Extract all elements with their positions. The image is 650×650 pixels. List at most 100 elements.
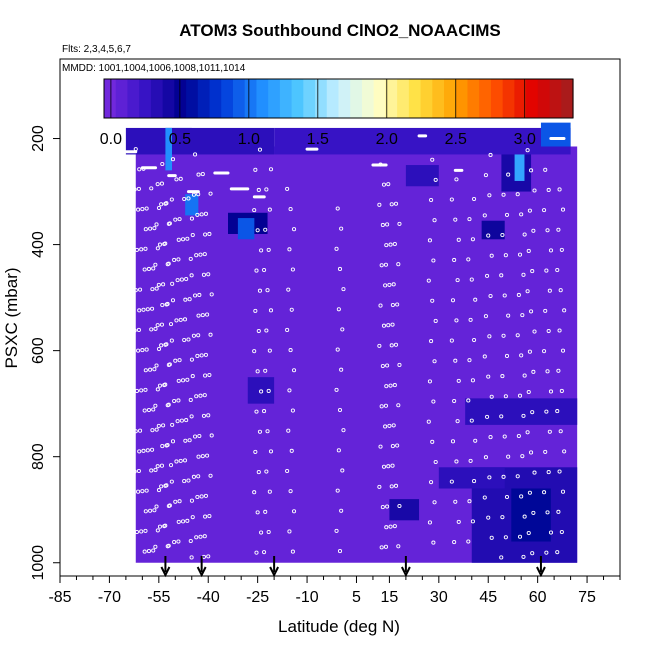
track-marker (170, 439, 176, 444)
track-marker (195, 494, 200, 500)
track-marker (379, 263, 384, 268)
colorbar-segment (291, 79, 304, 118)
track-marker (526, 248, 531, 254)
track-marker (470, 519, 475, 524)
track-marker (520, 454, 525, 459)
track-marker (172, 257, 177, 263)
track-marker (285, 468, 290, 474)
track-marker (200, 313, 205, 318)
track-marker (289, 307, 294, 312)
track-marker (195, 212, 200, 217)
track-marker (137, 287, 143, 292)
track-marker (200, 172, 205, 177)
track-marker (179, 418, 184, 423)
track-marker (500, 374, 505, 379)
track-marker (555, 267, 560, 273)
colorbar-segment (397, 79, 410, 118)
track-marker (136, 489, 141, 494)
track-marker (378, 303, 383, 308)
track-marker (558, 288, 563, 293)
track-marker (530, 410, 535, 415)
track-marker (381, 323, 387, 328)
track-marker (388, 242, 393, 247)
track-marker (482, 213, 487, 218)
field-cell (511, 488, 551, 542)
track-marker (153, 467, 158, 472)
track-marker (179, 277, 184, 282)
field-cell (185, 194, 199, 216)
track-marker (562, 308, 567, 313)
track-marker (156, 282, 161, 287)
track-marker (381, 182, 387, 187)
track-marker (143, 246, 148, 251)
colorbar-segment (162, 79, 175, 118)
track-marker (167, 503, 172, 508)
track-marker (543, 308, 548, 313)
x-tick-label: -10 (295, 589, 318, 606)
track-marker (253, 308, 258, 313)
track-marker (268, 449, 274, 454)
track-marker (140, 348, 145, 353)
track-marker (431, 258, 436, 263)
track-marker (187, 438, 192, 443)
track-marker (141, 307, 146, 312)
track-marker (472, 196, 477, 202)
track-marker (396, 262, 401, 267)
track-marker (143, 528, 148, 533)
colorbar-segment (350, 79, 363, 118)
track-marker (164, 342, 169, 347)
track-marker (163, 382, 168, 387)
track-marker (159, 484, 164, 489)
track-marker (133, 429, 138, 434)
x-tick-label: 30 (430, 589, 448, 606)
track-marker (290, 408, 295, 413)
track-marker (383, 544, 389, 549)
track-marker (262, 550, 267, 555)
track-marker (170, 281, 175, 286)
track-marker (146, 549, 151, 554)
track-marker (146, 266, 151, 272)
track-marker (196, 313, 201, 318)
track-marker (136, 327, 141, 333)
track-marker (483, 455, 488, 460)
track-marker (432, 218, 437, 223)
track-marker (254, 268, 259, 273)
colorbar-segment (432, 79, 445, 118)
colorbar-tick-label: 3.0 (514, 131, 536, 148)
track-marker (467, 217, 472, 222)
track-marker (379, 404, 384, 409)
track-marker (466, 398, 471, 403)
track-marker (163, 523, 168, 528)
track-marker (152, 226, 157, 231)
colorbar-frame (103, 78, 574, 119)
track-marker (146, 407, 151, 413)
track-marker (152, 367, 157, 372)
track-marker (341, 287, 346, 292)
track-marker (532, 329, 537, 334)
track-marker (555, 550, 560, 555)
track-marker (286, 287, 291, 292)
track-marker (335, 347, 340, 352)
track-marker (184, 418, 189, 423)
track-marker (203, 352, 208, 357)
track-marker (169, 479, 174, 484)
y-tick-label: 800 (30, 443, 47, 470)
track-marker (182, 479, 187, 484)
track-marker (185, 236, 190, 241)
track-marker (259, 530, 264, 535)
colorbar-segment (315, 79, 328, 118)
track-marker (337, 549, 343, 554)
track-marker (154, 363, 159, 368)
track-marker (500, 232, 505, 238)
x-tick-label: -55 (147, 589, 170, 606)
y-tick-label: 200 (30, 125, 47, 152)
track-marker (466, 539, 471, 544)
track-marker (391, 282, 396, 287)
track-marker (159, 322, 165, 327)
track-marker (189, 216, 194, 221)
track-marker (529, 168, 534, 173)
track-marker (161, 282, 166, 287)
track-marker (136, 186, 141, 191)
track-marker (559, 388, 564, 393)
track-marker (430, 157, 435, 162)
